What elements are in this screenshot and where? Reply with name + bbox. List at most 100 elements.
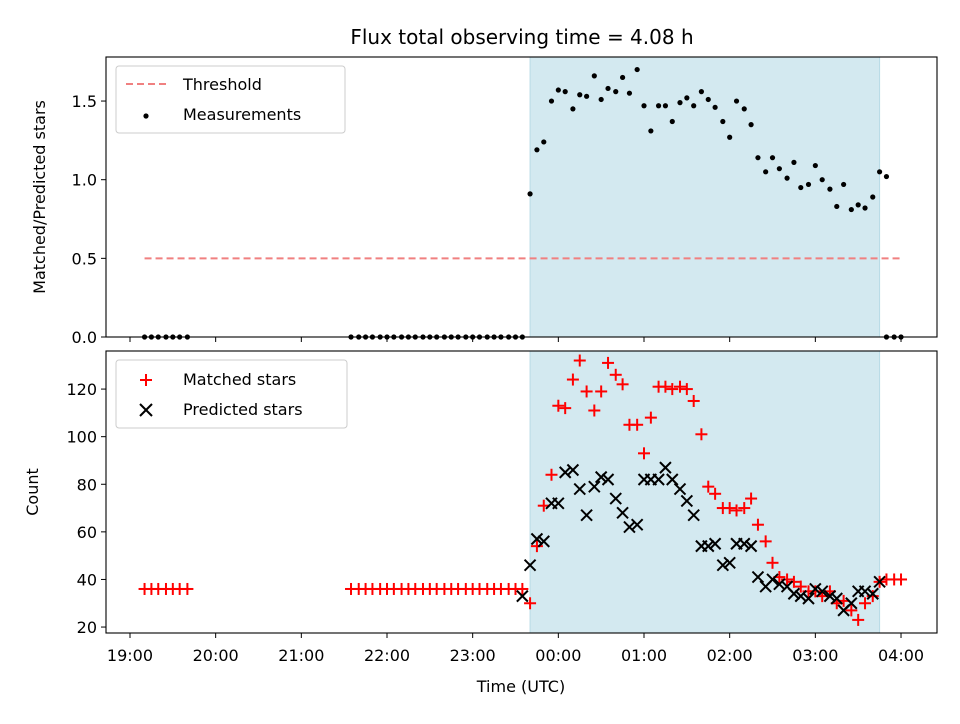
y-tick-label: 20 bbox=[77, 618, 97, 637]
predicted-star-point bbox=[716, 558, 730, 572]
matched-star-point bbox=[666, 383, 679, 396]
measurement-point bbox=[570, 106, 576, 112]
predicted-star-point bbox=[552, 497, 565, 510]
top-panel: 0.0 0.5 1.0 1.5 Matched/Predicted stars Thr… bbox=[30, 56, 938, 347]
predicted-star-point bbox=[809, 582, 822, 596]
marker-stroke bbox=[573, 482, 586, 496]
marker-stroke bbox=[523, 558, 537, 572]
marker-stroke bbox=[558, 466, 572, 479]
matched-star-point bbox=[644, 411, 657, 424]
predicted-star-point bbox=[787, 587, 801, 600]
marker-stroke bbox=[552, 497, 565, 510]
observing-window-shade-top bbox=[529, 56, 881, 338]
predicted-star-point bbox=[873, 575, 886, 589]
marker-stroke bbox=[830, 592, 843, 605]
marker-stroke bbox=[630, 518, 644, 531]
measurement-point bbox=[684, 95, 690, 101]
marker-stroke bbox=[708, 537, 722, 550]
measurement-point bbox=[819, 177, 825, 183]
measurement-point bbox=[634, 66, 640, 73]
marker-stroke bbox=[530, 532, 544, 546]
matched-star-point bbox=[680, 383, 693, 396]
measurement-point bbox=[555, 87, 561, 93]
y-tick-label: 120 bbox=[66, 380, 97, 399]
matched-star-point bbox=[181, 582, 194, 595]
measurement-point bbox=[763, 169, 769, 175]
measurement-points bbox=[527, 66, 890, 213]
predicted-stars-points bbox=[516, 461, 886, 617]
matched-star-point bbox=[687, 394, 700, 407]
measurement-point bbox=[812, 162, 818, 169]
predicted-star-point bbox=[530, 532, 544, 546]
x-tick-label: 23:00 bbox=[450, 646, 496, 665]
measurement-point bbox=[862, 205, 868, 211]
marker-stroke bbox=[738, 537, 751, 550]
matched-star-point bbox=[552, 399, 565, 412]
predicted-star-point bbox=[744, 539, 758, 553]
marker-stroke bbox=[601, 473, 615, 486]
marker-stroke bbox=[616, 506, 629, 520]
top-legend-box bbox=[115, 65, 346, 134]
measurement-point bbox=[648, 128, 654, 134]
legend-matched-label: Matched stars bbox=[183, 370, 296, 389]
measurement-point bbox=[562, 89, 568, 95]
predicted-star-point bbox=[630, 518, 644, 531]
matched-star-point bbox=[631, 418, 644, 431]
top-y-axis-label: Matched/Predicted stars bbox=[30, 100, 49, 294]
measurement-point bbox=[733, 98, 740, 104]
legend-matched-swatch bbox=[140, 374, 152, 386]
marker-stroke bbox=[751, 570, 765, 584]
matched-star-point bbox=[609, 368, 622, 381]
matched-star-point bbox=[745, 492, 758, 505]
measurement-point bbox=[834, 203, 840, 210]
predicted-star-point bbox=[573, 482, 586, 496]
marker-stroke bbox=[594, 470, 608, 484]
matched-star-point bbox=[516, 582, 529, 595]
marker-stroke bbox=[723, 556, 736, 570]
matched-star-point bbox=[673, 380, 686, 393]
y-tick-label: 1.5 bbox=[72, 92, 97, 111]
measurement-point bbox=[827, 186, 833, 192]
marker-stroke bbox=[815, 585, 829, 598]
predicted-star-point bbox=[652, 473, 665, 486]
marker-stroke bbox=[537, 535, 550, 548]
bottom-panel: 20 40 60 80 100 120 19:00 20:00 21:00 22:00 23:00… bbox=[23, 350, 938, 696]
matched-star-point bbox=[738, 502, 751, 515]
bottom-axes-frame bbox=[105, 350, 938, 634]
predicted-star-point bbox=[830, 592, 843, 605]
measurement-point bbox=[741, 106, 747, 112]
predicted-star-point bbox=[601, 473, 615, 486]
x-axis-label: Time (UTC) bbox=[476, 677, 565, 696]
measurement-point bbox=[720, 118, 726, 125]
measurement-point bbox=[598, 96, 604, 103]
predicted-star-point bbox=[594, 470, 608, 484]
predicted-star-point bbox=[802, 592, 815, 605]
measurement-point bbox=[584, 93, 590, 99]
matched-star-point bbox=[723, 502, 736, 515]
measurement-point bbox=[712, 104, 718, 110]
marker-stroke bbox=[680, 494, 694, 508]
measurement-point bbox=[548, 98, 555, 104]
predicted-star-point bbox=[723, 556, 736, 570]
predicted-star-point bbox=[815, 585, 829, 598]
matched-star-point bbox=[545, 468, 558, 481]
measurement-point bbox=[662, 103, 669, 109]
measurement-point bbox=[605, 85, 611, 92]
legend-threshold-label: Threshold bbox=[182, 75, 262, 94]
measurement-point bbox=[841, 181, 847, 188]
marker-stroke bbox=[873, 575, 886, 589]
measurement-point bbox=[748, 122, 754, 128]
matched-star-point bbox=[845, 604, 858, 617]
marker-stroke bbox=[802, 592, 815, 605]
measurement-point bbox=[755, 155, 761, 161]
matched-star-point bbox=[638, 447, 651, 460]
y-tick-label: 100 bbox=[66, 428, 97, 447]
bottom-y-axis: 20 40 60 80 100 120 bbox=[66, 380, 106, 637]
measurement-point bbox=[883, 173, 890, 180]
top-axes-frame bbox=[105, 56, 938, 338]
measurement-point bbox=[698, 89, 705, 95]
marker-stroke bbox=[652, 473, 665, 486]
x-tick-label: 01:00 bbox=[621, 646, 667, 665]
marker-stroke bbox=[588, 480, 601, 493]
